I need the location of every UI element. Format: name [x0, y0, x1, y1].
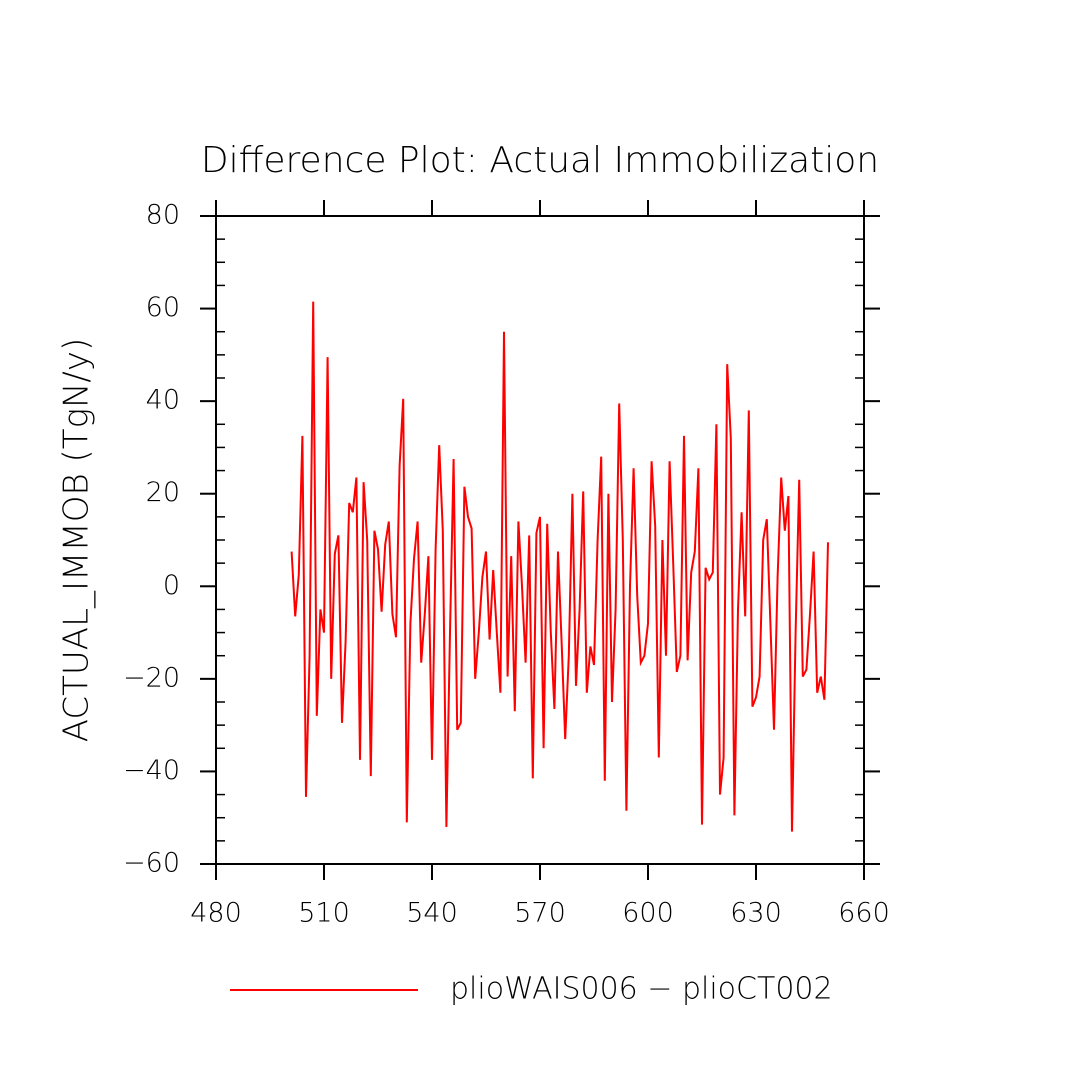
data-line [290, 301, 829, 832]
x-tick-label: 570 [514, 898, 566, 929]
y-tick-label: −20 [123, 662, 180, 693]
y-tick-label: 0 [163, 570, 180, 601]
y-tick-label: 20 [146, 477, 180, 508]
x-tick-label: 540 [406, 898, 458, 929]
y-tick-label: −60 [123, 848, 180, 879]
y-axis-label: ACTUAL_IMMOB (TgN/y) [57, 338, 97, 743]
y-tick-label: 40 [146, 385, 180, 416]
x-tick-label: 630 [730, 898, 782, 929]
x-tick-label: 600 [622, 898, 674, 929]
y-tick-label: 80 [146, 200, 180, 231]
x-tick-label: 480 [190, 898, 242, 929]
chart-title: Difference Plot: Actual Immobilization [201, 140, 879, 181]
y-tick-label: 60 [146, 292, 180, 323]
y-tick-label: −40 [123, 755, 180, 786]
x-tick-label: 660 [838, 898, 890, 929]
legend-label: plioWAIS006 − plioCT002 [450, 972, 833, 1007]
x-tick-label: 510 [298, 898, 350, 929]
